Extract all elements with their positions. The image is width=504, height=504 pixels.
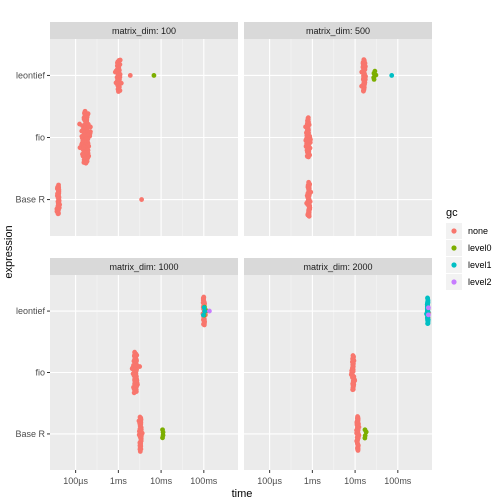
y-tick-label: leontief: [16, 306, 46, 316]
x-tick-label: 10ms: [344, 476, 367, 486]
data-point-level2: [426, 312, 431, 318]
legend-dot-none: [451, 228, 457, 234]
facet-panel: matrix_dim: 500: [244, 22, 432, 236]
facet-strip-label: matrix_dim: 1000: [109, 262, 178, 272]
x-tick-label: 1ms: [304, 476, 322, 486]
data-point-none: [127, 73, 133, 78]
facet-strip: [50, 258, 238, 275]
y-tick-label: Base R: [15, 195, 45, 205]
data-point-level0: [371, 77, 377, 82]
axis-titles: time expression: [3, 225, 252, 500]
y-tick-label: fio: [35, 133, 45, 143]
x-tick-label: 1ms: [110, 476, 128, 486]
data-point-level1: [201, 305, 207, 310]
x-tick-label: 100ms: [190, 476, 218, 486]
data-point-level1: [201, 312, 206, 318]
legend-title: gc: [446, 207, 458, 219]
data-point-none: [355, 448, 361, 453]
x-tick-label: 100µs: [63, 476, 88, 486]
facet-strip-label: matrix_dim: 2000: [303, 262, 372, 272]
data-point-none: [137, 364, 143, 369]
x-tick-label: 100ms: [384, 476, 412, 486]
facet-panel: matrix_dim: 100 Base R fio leontief: [15, 22, 238, 236]
y-tick-label: leontief: [16, 70, 46, 80]
y-tick-label: fio: [35, 368, 45, 378]
data-point-none: [139, 197, 145, 202]
data-point-level2: [426, 305, 431, 311]
data-point-none: [361, 88, 366, 94]
data-point-none: [55, 211, 61, 217]
data-point-level1: [389, 73, 395, 78]
data-point-none: [306, 154, 311, 160]
facet-strip-label: matrix_dim: 500: [306, 26, 370, 36]
data-point-none: [306, 213, 312, 219]
x-tick-label: 100µs: [257, 476, 282, 486]
facet-strip: [244, 258, 432, 275]
data-point-none: [350, 387, 356, 393]
legend-dot-level2: [451, 279, 457, 285]
legend-label-level2: level2: [468, 277, 492, 287]
data-point-level1: [202, 308, 208, 314]
legend-label-level0: level0: [468, 243, 492, 253]
data-point-none: [131, 390, 137, 396]
legend-dot-level0: [451, 245, 457, 251]
facet-panel: matrix_dim: 1000 Base R fio leontief 100µs 1m…: [15, 258, 238, 486]
data-point-level0: [151, 73, 157, 78]
data-point-level0: [160, 435, 165, 441]
data-point-level1: [425, 321, 431, 326]
facet-strip: [244, 22, 432, 39]
data-point-none: [116, 89, 121, 94]
y-axis-title: expression: [3, 225, 15, 278]
legend-label-level1: level1: [468, 260, 492, 270]
data-point-level2: [206, 308, 212, 314]
data-point-level0: [362, 435, 368, 441]
data-point-none: [83, 160, 89, 166]
x-tick-label: 10ms: [150, 476, 173, 486]
legend-dot-level1: [451, 262, 457, 268]
legend-label-none: none: [468, 226, 488, 236]
x-axis-title: time: [232, 488, 253, 500]
facet-strip: [50, 22, 238, 39]
data-point-none: [201, 322, 207, 328]
facet-panel: matrix_dim: 2000 100µs 1ms 10ms 100ms: [244, 258, 432, 486]
facet-strip-label: matrix_dim: 100: [112, 26, 176, 36]
data-point-none: [137, 449, 143, 454]
legend: gc none level0 level1 level2: [446, 207, 492, 290]
y-tick-label: Base R: [15, 429, 45, 439]
